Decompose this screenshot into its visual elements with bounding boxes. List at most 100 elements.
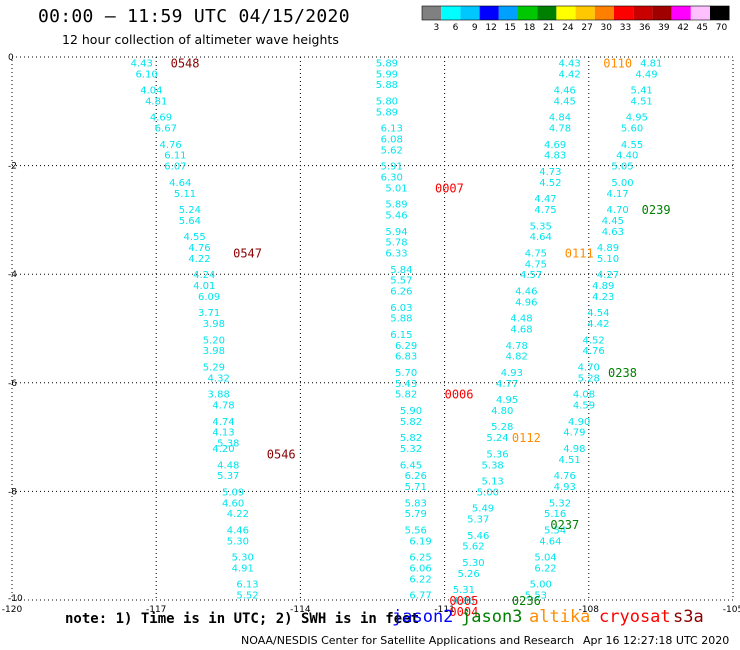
wave-height-value: 4.04 bbox=[140, 86, 162, 97]
colorbar-label: 27 bbox=[581, 23, 592, 33]
x-tick-label: -105 bbox=[723, 605, 740, 615]
pass-time-label: 0007 bbox=[435, 181, 464, 195]
wave-height-value: 4.90 bbox=[568, 417, 590, 428]
wave-height-value: 5.89 bbox=[385, 200, 407, 211]
colorbar-label: 6 bbox=[453, 23, 459, 33]
wave-height-value: 5.09 bbox=[222, 487, 244, 498]
wave-height-value: 5.94 bbox=[385, 227, 407, 238]
wave-height-value: 6.33 bbox=[385, 248, 407, 259]
colorbar-swatch bbox=[575, 6, 595, 20]
wave-height-value: 6.13 bbox=[381, 124, 403, 135]
wave-height-value: 5.30 bbox=[227, 536, 249, 547]
wave-height-value: 5.80 bbox=[376, 96, 398, 107]
wave-height-value: 5.37 bbox=[217, 471, 239, 482]
wave-height-value: 4.22 bbox=[227, 509, 249, 520]
wave-height-value: 4.78 bbox=[506, 341, 528, 352]
wave-height-value: 5.38 bbox=[217, 439, 239, 450]
pass-time-label: 0546 bbox=[267, 447, 296, 461]
wave-height-value: 4.60 bbox=[222, 498, 244, 509]
colorbar-swatch bbox=[633, 6, 653, 20]
wave-height-value: 4.17 bbox=[607, 189, 629, 200]
wave-height-value: 4.81 bbox=[145, 96, 167, 107]
wave-height-value: 4.63 bbox=[602, 227, 624, 238]
wave-height-value: 5.46 bbox=[385, 210, 407, 221]
wave-height-value: 5.43 bbox=[395, 379, 417, 390]
colorbar-label: 15 bbox=[505, 23, 516, 33]
plot-frame bbox=[11, 56, 734, 601]
x-tick-label: -111 bbox=[434, 605, 454, 615]
wave-height-value: 5.16 bbox=[544, 509, 566, 520]
wave-height-value: 4.46 bbox=[227, 525, 249, 536]
wave-height-value: 5.36 bbox=[486, 449, 508, 460]
wave-height-value: 5.37 bbox=[467, 515, 489, 526]
wave-height-value: 5.99 bbox=[376, 69, 398, 80]
wave-height-value: 4.45 bbox=[602, 216, 624, 227]
wave-height-value: 4.74 bbox=[212, 417, 234, 428]
wave-height-value: 4.89 bbox=[597, 243, 619, 254]
colorbar-swatch bbox=[422, 6, 442, 20]
colorbar-label: 3 bbox=[433, 23, 439, 33]
wave-height-value: 5.54 bbox=[544, 525, 566, 536]
wave-height-value: 4.75 bbox=[525, 259, 547, 270]
wave-height-value: 4.86 bbox=[453, 596, 475, 607]
wave-height-value: 6.25 bbox=[409, 553, 431, 564]
wave-height-value: 5.89 bbox=[376, 107, 398, 118]
wave-height-value: 4.70 bbox=[578, 363, 600, 374]
colorbar-label: 42 bbox=[677, 23, 688, 33]
pass-time-label: 0110 bbox=[603, 56, 632, 70]
wave-height-value: 3.71 bbox=[198, 308, 220, 319]
wave-height-value: 5.79 bbox=[405, 509, 427, 520]
pass-time-label: 0237 bbox=[550, 518, 579, 532]
colorbar-label: 12 bbox=[485, 23, 496, 33]
wave-height-value: 3.88 bbox=[208, 390, 230, 401]
pass-time-label: 0548 bbox=[171, 56, 200, 70]
x-tick-label: -108 bbox=[579, 605, 600, 615]
wave-height-value: 5.89 bbox=[376, 58, 398, 69]
wave-height-value: 4.82 bbox=[506, 352, 528, 363]
wave-height-value: 5.82 bbox=[400, 417, 422, 428]
x-tick-label: -114 bbox=[290, 605, 311, 615]
wave-height-value: 6.83 bbox=[395, 352, 417, 363]
colorbar-swatch bbox=[518, 6, 538, 20]
wave-height-value: 4.01 bbox=[193, 281, 215, 292]
wave-height-value: 4.43 bbox=[131, 58, 153, 69]
colorbar-swatch bbox=[690, 6, 710, 20]
wave-height-value: 5.29 bbox=[203, 363, 225, 374]
wave-height-value: 4.76 bbox=[554, 471, 576, 482]
wave-height-value: 6.09 bbox=[198, 292, 220, 303]
y-tick-label: 0 bbox=[8, 53, 14, 63]
wave-height-value: 5.82 bbox=[400, 433, 422, 444]
y-tick-label: -8 bbox=[8, 487, 17, 497]
wave-height-value: 4.73 bbox=[539, 167, 561, 178]
wave-height-value: 5.38 bbox=[482, 460, 504, 471]
wave-height-value: 4.42 bbox=[587, 319, 609, 330]
wave-height-value: 4.08 bbox=[573, 390, 595, 401]
wave-height-value: 4.43 bbox=[558, 58, 580, 69]
wave-height-value: 3.98 bbox=[203, 319, 225, 330]
wave-height-value: 5.90 bbox=[400, 406, 422, 417]
wave-height-value: 5.52 bbox=[236, 591, 258, 602]
wave-height-value: 4.27 bbox=[597, 270, 619, 281]
x-tick-label: -120 bbox=[2, 605, 23, 615]
wave-height-value: 4.51 bbox=[631, 96, 653, 107]
wave-height-value: 4.75 bbox=[525, 248, 547, 259]
wave-height-value: 5.71 bbox=[405, 482, 427, 493]
wave-height-value: 5.00 bbox=[530, 580, 552, 591]
wave-height-value: 4.76 bbox=[188, 243, 210, 254]
wave-height-value: 5.62 bbox=[381, 145, 403, 156]
wave-height-value: 5.01 bbox=[385, 183, 407, 194]
colorbar-swatch bbox=[614, 6, 634, 20]
wave-height-value: 6.22 bbox=[534, 563, 556, 574]
wave-height-value: 4.79 bbox=[563, 428, 585, 439]
wave-height-value: 5.20 bbox=[203, 335, 225, 346]
wave-height-value: 6.13 bbox=[236, 580, 258, 591]
wave-height-value: 5.00 bbox=[477, 487, 499, 498]
wave-height-value: 6.06 bbox=[409, 563, 431, 574]
wave-height-value: 4.84 bbox=[549, 113, 571, 124]
wave-height-value: 6.77 bbox=[409, 591, 431, 602]
wave-height-value: 5.04 bbox=[534, 553, 556, 564]
wave-height-value: 5.46 bbox=[467, 531, 489, 542]
wave-height-value: 5.30 bbox=[462, 558, 484, 569]
